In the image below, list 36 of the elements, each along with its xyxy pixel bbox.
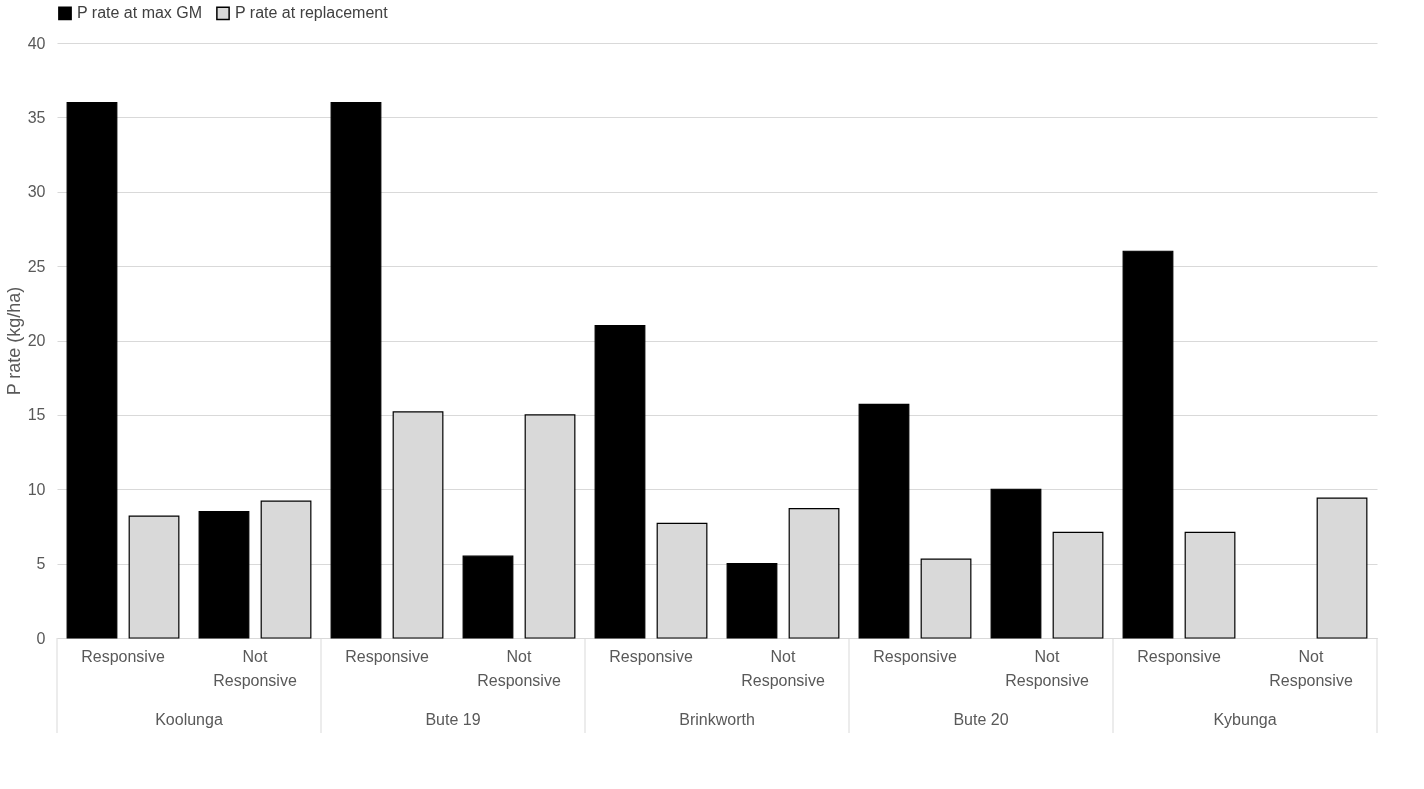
y-tick-label: 30 (27, 183, 46, 201)
y-tick-label: 5 (36, 555, 46, 573)
legend-label: P rate at max GM (77, 4, 203, 22)
legend-label: P rate at replacement (235, 4, 389, 22)
x-tick-label: Not Responsive (213, 647, 297, 689)
x-tick-label: Not Responsive (477, 647, 561, 689)
x-tick-label: Not Responsive (1269, 647, 1353, 689)
y-tick-label: 25 (27, 257, 46, 275)
y-tick-label: 15 (27, 406, 46, 424)
text: Bute 20 (953, 711, 1009, 728)
bar (726, 563, 778, 639)
x-tick-label: Responsive (609, 647, 693, 665)
y-tick-label: 35 (27, 108, 46, 126)
y-tick-label: 20 (27, 332, 46, 349)
text: Bute 19 (425, 711, 481, 728)
text: Brinkworth (679, 711, 755, 728)
bar (330, 101, 382, 639)
y-axis-title: P rate (kg/ha) (3, 286, 24, 396)
x-tick-label: Responsive (873, 647, 957, 665)
bar (594, 325, 646, 639)
x-tick-label: Not Responsive (1005, 647, 1089, 689)
text: Koolunga (155, 711, 223, 728)
y-tick-label: 10 (27, 480, 46, 498)
bar (990, 488, 1042, 639)
bar (858, 403, 910, 639)
x-tick-label: Not Responsive (741, 647, 825, 689)
y-tick-label: 40 (27, 34, 46, 52)
text: Kybunga (1213, 711, 1277, 728)
x-tick-label: Responsive (345, 647, 429, 665)
y-tick-label: 0 (36, 629, 46, 647)
x-tick-label: Responsive (81, 647, 165, 665)
x-tick-label: Responsive (1137, 647, 1221, 665)
bar (462, 555, 514, 639)
bar (66, 101, 118, 639)
bar (1122, 250, 1174, 639)
bar (198, 510, 250, 639)
